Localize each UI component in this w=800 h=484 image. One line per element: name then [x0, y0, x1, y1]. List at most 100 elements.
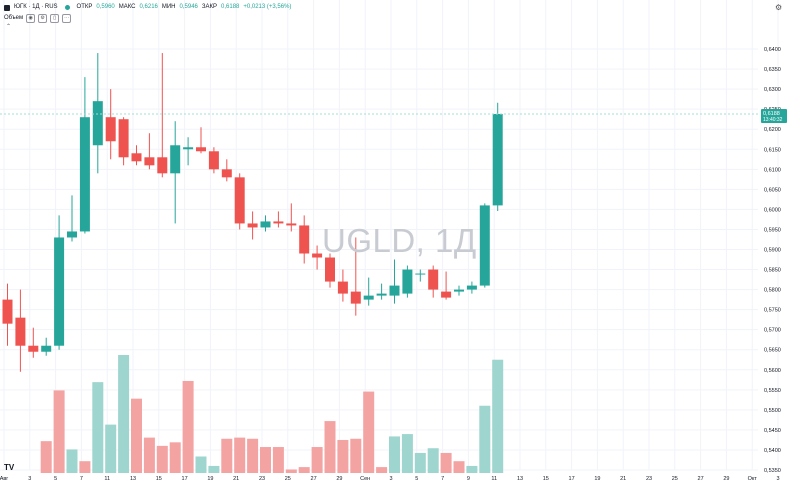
close-value: 0,6188 [221, 4, 240, 10]
time-tick-label: 19 [594, 476, 600, 482]
price-tick-label: 0,5450 [764, 428, 781, 434]
candle-body [441, 291, 452, 298]
candle-body [376, 293, 387, 296]
volume-bar [118, 355, 130, 473]
candle-body [492, 113, 503, 206]
volume-bar [285, 469, 297, 473]
candle-body [157, 157, 168, 174]
candle-body [363, 295, 374, 300]
volume-bar [247, 438, 259, 473]
low-value: 0,5946 [179, 4, 198, 10]
candle-body [54, 237, 65, 346]
time-tick-label: 13 [517, 476, 523, 482]
volume-bar [208, 465, 220, 473]
volume-bar [92, 382, 104, 473]
chart-watermark: UGLD, 1Д [322, 222, 477, 259]
settings-icon[interactable]: ⚙ [775, 3, 783, 12]
volume-bar [53, 390, 65, 473]
candle-body [337, 281, 348, 294]
symbol-title[interactable]: ЮГК · 1Д · RUS [14, 4, 58, 10]
volume-bar [324, 421, 336, 473]
open-label: ОТКР [76, 4, 93, 10]
gear-icon[interactable]: ⚙ [38, 14, 48, 23]
trash-icon[interactable]: ▯ [50, 14, 60, 23]
open-value: 0,5960 [96, 4, 115, 10]
volume-bar [79, 461, 91, 473]
price-tick-label: 0,5650 [764, 348, 781, 354]
time-tick-label: 13 [130, 476, 136, 482]
candle-body [428, 269, 439, 290]
volume-bar [427, 448, 439, 473]
candle-body [389, 285, 400, 296]
time-tick-label: 5 [415, 476, 418, 482]
candle-body [454, 289, 464, 292]
price-tick-label: 0,5950 [764, 227, 781, 233]
time-tick-label: 11 [104, 476, 110, 482]
volume-bar [298, 467, 310, 473]
time-tick-label: 3 [776, 476, 779, 482]
time-tick-label: 25 [285, 476, 291, 482]
price-tick-label: 0,6200 [764, 127, 781, 133]
candle-body [170, 145, 181, 174]
price-tick-label: 0,6350 [764, 67, 781, 73]
time-axis: Авг 3 5 7 11 13 15 17 19 21 23 25 27 29 Сен 3 5 7 9 11 13 15 1… [0, 476, 780, 482]
more-icon[interactable]: ⋯ [62, 14, 72, 23]
volume-bar [337, 439, 349, 473]
price-tick-label: 0,5750 [764, 308, 781, 314]
price-tick-label: 0,6400 [764, 47, 781, 53]
volume-bar [401, 434, 413, 473]
volume-histogram [40, 355, 504, 473]
candle-body [2, 299, 13, 324]
volume-bar [363, 391, 375, 473]
volume-bar [66, 449, 78, 473]
collapse-icon[interactable]: ⌃ [6, 24, 12, 30]
candle-body [208, 151, 219, 170]
candle-body [466, 285, 477, 290]
candle-body [118, 119, 129, 158]
price-tick-label: 0,5550 [764, 388, 781, 394]
price-tick-label: 0,5850 [764, 268, 781, 274]
volume-label: Объем [4, 15, 24, 21]
candle-body [15, 317, 26, 346]
countdown-label: 13:40:32 [763, 117, 783, 123]
candle-body [260, 221, 271, 228]
market-status-icon [64, 5, 70, 10]
time-tick-label: 19 [207, 476, 213, 482]
candle-body [28, 345, 39, 352]
price-tick-label: 0,5400 [764, 448, 781, 454]
candle-body [221, 169, 232, 178]
volume-bar [260, 447, 271, 473]
time-tick-label: 29 [336, 476, 342, 482]
volume-bar [182, 380, 194, 473]
eye-icon[interactable]: ◉ [26, 14, 36, 23]
candle-body [183, 147, 194, 150]
time-tick-label: 3 [28, 476, 31, 482]
candle-body [105, 117, 116, 142]
volume-bar [350, 438, 362, 473]
candle-body [144, 157, 155, 166]
volume-bar [440, 452, 452, 473]
time-tick-label: 21 [233, 476, 239, 482]
price-tick-label: 0,6150 [764, 147, 781, 153]
volume-bar [169, 442, 181, 473]
candle-body [131, 153, 142, 162]
current-price-tag: 0,6188 13:40:32 [761, 108, 787, 123]
time-tick-label: Окт [748, 476, 758, 482]
time-tick-label: 27 [698, 476, 704, 482]
volume-bar [221, 438, 233, 473]
price-tick-label: 0,6000 [764, 207, 781, 213]
current-price-label: 0,6188 [763, 111, 780, 117]
price-tick-label: 0,5600 [764, 368, 781, 374]
price-tick-label: 0,5500 [764, 408, 781, 414]
low-label: МИН [161, 4, 176, 10]
volume-bar [311, 447, 323, 473]
candle-body [415, 273, 426, 275]
change-value: +0,0213 (+3,56%) [243, 4, 292, 10]
time-tick-label: Сен [360, 476, 370, 482]
volume-bar [143, 437, 155, 473]
candle-body [41, 345, 52, 352]
symbol-icon [4, 4, 10, 11]
candle-body [325, 257, 335, 282]
candle-body [92, 101, 103, 146]
